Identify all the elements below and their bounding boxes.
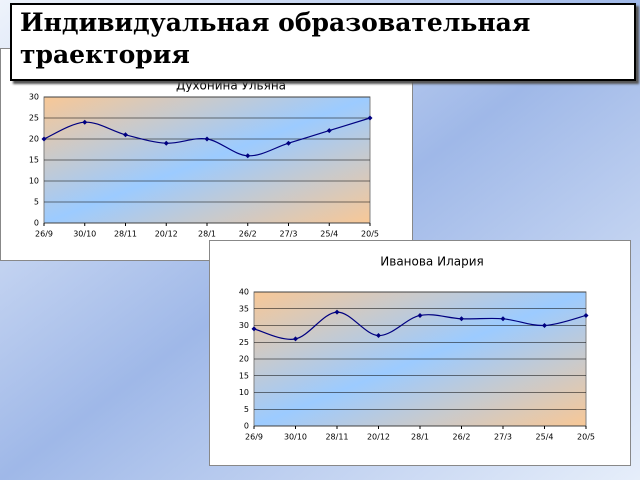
x-tick-label: 28/1	[411, 433, 429, 442]
point-marker	[82, 119, 88, 125]
y-tick-label: 0	[244, 422, 249, 431]
y-tick-label: 15	[29, 156, 39, 165]
y-tick-label: 30	[239, 321, 249, 330]
point-marker	[286, 140, 291, 146]
y-tick-label: 15	[239, 371, 249, 380]
x-tick-label: 26/9	[245, 433, 263, 442]
point-marker	[41, 136, 47, 142]
point-marker	[251, 326, 257, 332]
x-tick-label: 25/4	[320, 230, 338, 239]
x-tick-label: 26/2	[453, 433, 471, 442]
point-marker	[367, 115, 373, 121]
y-tick-label: 25	[29, 114, 39, 123]
point-marker	[417, 312, 423, 318]
point-marker	[583, 312, 589, 318]
point-marker	[542, 323, 547, 328]
point-marker	[204, 136, 210, 142]
slide-title: Индивидуальная образовательная траектори…	[10, 3, 636, 81]
point-marker	[245, 153, 251, 159]
point-marker	[459, 316, 464, 322]
y-tick-label: 20	[239, 355, 249, 364]
x-tick-label: 20/12	[367, 433, 390, 442]
x-tick-label: 27/3	[494, 433, 512, 442]
y-tick-label: 25	[239, 338, 249, 347]
x-tick-label: 28/11	[114, 230, 137, 239]
y-tick-label: 10	[29, 177, 39, 186]
x-tick-label: 20/5	[361, 230, 379, 239]
x-tick-label: 30/10	[73, 230, 96, 239]
point-marker	[376, 333, 381, 339]
y-tick-label: 40	[239, 288, 249, 297]
chart-title: Иванова Илария	[380, 255, 483, 269]
chart-title: Духонина Ульяна	[176, 79, 286, 93]
y-tick-label: 5	[34, 198, 39, 207]
point-marker	[500, 316, 506, 322]
x-tick-label: 20/12	[155, 230, 178, 239]
y-tick-label: 10	[239, 388, 249, 397]
y-tick-label: 5	[244, 405, 249, 414]
x-tick-label: 30/10	[284, 433, 307, 442]
y-tick-label: 30	[29, 93, 39, 102]
y-tick-label: 35	[239, 304, 249, 313]
y-tick-label: 20	[29, 135, 39, 144]
point-marker	[293, 336, 298, 342]
x-tick-label: 26/9	[35, 230, 53, 239]
x-tick-label: 27/3	[280, 230, 298, 239]
x-tick-label: 28/1	[198, 230, 216, 239]
x-tick-label: 20/5	[577, 433, 595, 442]
point-marker	[123, 132, 128, 138]
point-marker	[334, 309, 340, 315]
x-tick-label: 26/2	[239, 230, 257, 239]
point-marker	[163, 140, 169, 146]
x-tick-label: 25/4	[536, 433, 554, 442]
y-tick-label: 0	[34, 219, 39, 228]
x-tick-label: 28/11	[325, 433, 348, 442]
point-marker	[326, 128, 332, 134]
